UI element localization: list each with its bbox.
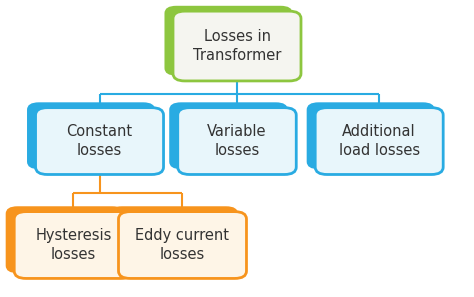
FancyBboxPatch shape [6,206,124,273]
FancyBboxPatch shape [173,11,301,81]
Text: Variable
losses: Variable losses [207,124,267,159]
FancyBboxPatch shape [178,108,296,175]
FancyBboxPatch shape [27,102,155,169]
FancyBboxPatch shape [307,102,435,169]
FancyBboxPatch shape [110,206,238,273]
Text: Additional
load losses: Additional load losses [338,124,420,159]
Text: Constant
losses: Constant losses [66,124,133,159]
FancyBboxPatch shape [315,108,443,175]
FancyBboxPatch shape [169,102,288,169]
FancyBboxPatch shape [118,212,246,279]
Text: Hysteresis
losses: Hysteresis losses [35,228,112,263]
FancyBboxPatch shape [36,108,164,175]
Text: Eddy current
losses: Eddy current losses [136,228,229,263]
FancyBboxPatch shape [14,212,133,279]
Text: Losses in
Transformer: Losses in Transformer [193,29,281,64]
FancyBboxPatch shape [164,6,292,76]
